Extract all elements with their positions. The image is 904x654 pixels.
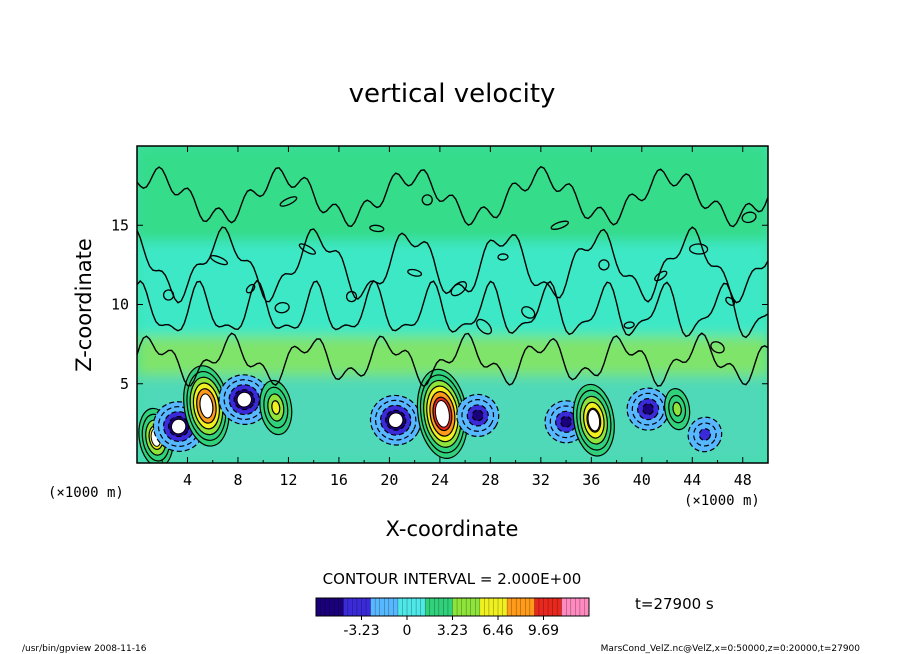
cell-level-2 <box>672 401 682 417</box>
colorbar-tick-label: 3.23 <box>437 623 468 639</box>
x-tick-label: 24 <box>431 471 449 489</box>
x-tick-label: 32 <box>532 471 550 489</box>
updraft-cell-10 <box>572 383 615 457</box>
contour-blob <box>210 254 229 266</box>
cell-core <box>388 412 404 429</box>
chart-title: vertical velocity <box>349 79 556 109</box>
x-tick-label: 16 <box>330 471 348 489</box>
footer-right: MarsCond_VelZ.nc@VelZ,x=0:50000,z=0:2000… <box>601 644 861 654</box>
contour-blob <box>688 243 709 255</box>
colorbar: -3.23 0 3.23 6.46 9.69 <box>315 597 590 639</box>
colorbar-tick-label: -3.23 <box>343 623 379 639</box>
updraft-cell-3 <box>183 365 230 447</box>
contour-interval-label: CONTOUR INTERVAL = 2.000E+00 <box>323 570 582 588</box>
contour-blob <box>369 224 385 233</box>
cell-level-2 <box>698 428 712 441</box>
band-lower <box>137 336 768 376</box>
y-axis: 5 10 15 <box>111 216 768 393</box>
cell-core <box>236 391 252 408</box>
contour-line-1 <box>137 332 768 388</box>
x-tick-label: 4 <box>183 471 192 489</box>
cell-level-3 <box>271 400 281 415</box>
contour-line-2 <box>137 279 768 339</box>
contour-blob <box>274 301 290 314</box>
y-tick-label: 15 <box>111 216 129 234</box>
contour-blob <box>521 306 536 319</box>
cell-core <box>587 408 601 432</box>
colorbar-separators <box>320 598 585 616</box>
contour-blob <box>598 259 610 271</box>
x-axis: 4 8 12 16 20 24 28 32 36 40 44 48 <box>161 146 752 489</box>
downdraft-cell-6 <box>369 394 422 446</box>
y-axis-label: Z-coordinate <box>72 238 96 372</box>
velocity-cells <box>138 365 723 463</box>
downdraft-cell-8 <box>456 393 500 438</box>
x-tick-label: 28 <box>481 471 499 489</box>
cell-core <box>170 418 187 435</box>
time-label: t=27900 s <box>635 595 714 613</box>
contour-blob <box>279 196 298 207</box>
downdraft-cell-13 <box>687 416 723 453</box>
x-tick-label: 20 <box>380 471 398 489</box>
contour-blob <box>245 283 256 294</box>
x-tick-label: 40 <box>633 471 651 489</box>
cell-core <box>199 393 214 419</box>
y-tick-label: 10 <box>111 296 129 314</box>
x-tick-label: 36 <box>582 471 600 489</box>
contour-blob <box>298 243 317 255</box>
contour-blob <box>741 211 757 224</box>
x-unit-left: (×1000 m) <box>48 485 124 501</box>
contour-blob <box>407 268 423 277</box>
contour-blob <box>497 253 509 261</box>
band-upper <box>137 146 768 242</box>
x-unit-right: (×1000 m) <box>684 493 760 509</box>
x-tick-label: 44 <box>683 471 701 489</box>
contour-blob <box>162 289 175 301</box>
colorbar-tick-label: 0 <box>403 623 412 639</box>
contour-blob <box>550 220 569 230</box>
contour-blob <box>421 194 433 206</box>
cell-level-3 <box>560 415 572 428</box>
x-axis-label: X-coordinate <box>386 517 519 541</box>
updraft-cell-5 <box>259 379 293 436</box>
downdraft-cell-4 <box>218 374 271 425</box>
contour-blob <box>476 318 493 335</box>
contour-blob <box>654 270 668 282</box>
x-tick-label: 48 <box>734 471 752 489</box>
contour-blob <box>710 341 725 354</box>
cell-level-3 <box>471 409 484 422</box>
updraft-cell-12 <box>664 388 691 431</box>
contour-lines <box>137 165 768 388</box>
contour-blob <box>450 281 468 297</box>
contour-blob <box>725 296 736 306</box>
colorbar-tick-label: 9.69 <box>528 623 559 639</box>
y-tick-label: 5 <box>120 375 129 393</box>
colorbar-ticks: -3.23 0 3.23 6.46 9.69 <box>343 616 559 639</box>
footer-left: /usr/bin/gpview 2008-11-16 <box>22 644 147 654</box>
colorbar-tick-label: 6.46 <box>482 623 513 639</box>
cell-core <box>434 400 450 428</box>
cell-level-3 <box>642 403 655 416</box>
plot-area <box>137 146 768 463</box>
x-tick-label: 8 <box>233 471 242 489</box>
contour-blob <box>345 290 358 303</box>
downdraft-cell-11 <box>626 387 670 431</box>
contour-blob <box>623 321 635 329</box>
updraft-cell-7 <box>416 368 468 459</box>
contour-line-4 <box>137 165 768 228</box>
x-tick-label: 12 <box>279 471 297 489</box>
